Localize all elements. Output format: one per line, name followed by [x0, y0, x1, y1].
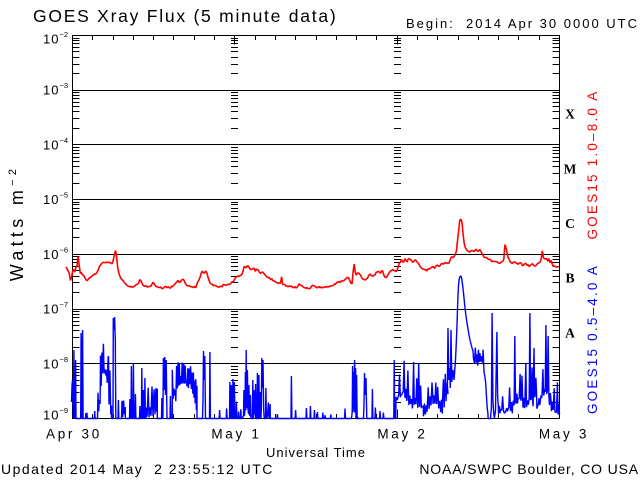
- svg-text:GOES15 0.5–4.0 A: GOES15 0.5–4.0 A: [585, 264, 600, 414]
- svg-text:GOES Xray Flux (5 minute data): GOES Xray Flux (5 minute data): [33, 6, 337, 26]
- svg-text:A: A: [565, 325, 575, 340]
- svg-text:10−7: 10−7: [43, 300, 68, 317]
- svg-text:10−6: 10−6: [43, 245, 68, 262]
- svg-text:B: B: [565, 271, 574, 286]
- svg-text:May 1: May 1: [211, 427, 261, 442]
- svg-text:Updated 2014 May 2 23:55:12 U: Updated 2014 May 2 23:55:12 UTC: [1, 461, 274, 477]
- svg-text:X: X: [565, 107, 575, 122]
- svg-text:10−8: 10−8: [43, 355, 68, 372]
- svg-text:M: M: [564, 161, 577, 176]
- svg-text:Apr 30: Apr 30: [46, 427, 102, 442]
- svg-text:10−2: 10−2: [43, 30, 68, 47]
- svg-text:10−9: 10−9: [43, 406, 68, 423]
- svg-text:10−5: 10−5: [43, 191, 68, 208]
- svg-text:NOAA/SWPC Boulder, CO USA: NOAA/SWPC Boulder, CO USA: [419, 461, 639, 477]
- svg-text:10−3: 10−3: [43, 81, 68, 98]
- svg-text:May 2: May 2: [377, 427, 427, 442]
- svg-text:GOES15 1.0–8.0 A: GOES15 1.0–8.0 A: [585, 89, 600, 239]
- svg-text:Universal Time: Universal Time: [266, 445, 366, 460]
- svg-text:10−4: 10−4: [43, 136, 68, 153]
- svg-text:C: C: [565, 216, 575, 231]
- svg-text:Watts m−2: Watts m−2: [7, 165, 27, 282]
- svg-text:Begin: 2014 Apr 30 0000 UTC: Begin: 2014 Apr 30 0000 UTC: [406, 16, 639, 31]
- svg-text:May 3: May 3: [539, 427, 589, 442]
